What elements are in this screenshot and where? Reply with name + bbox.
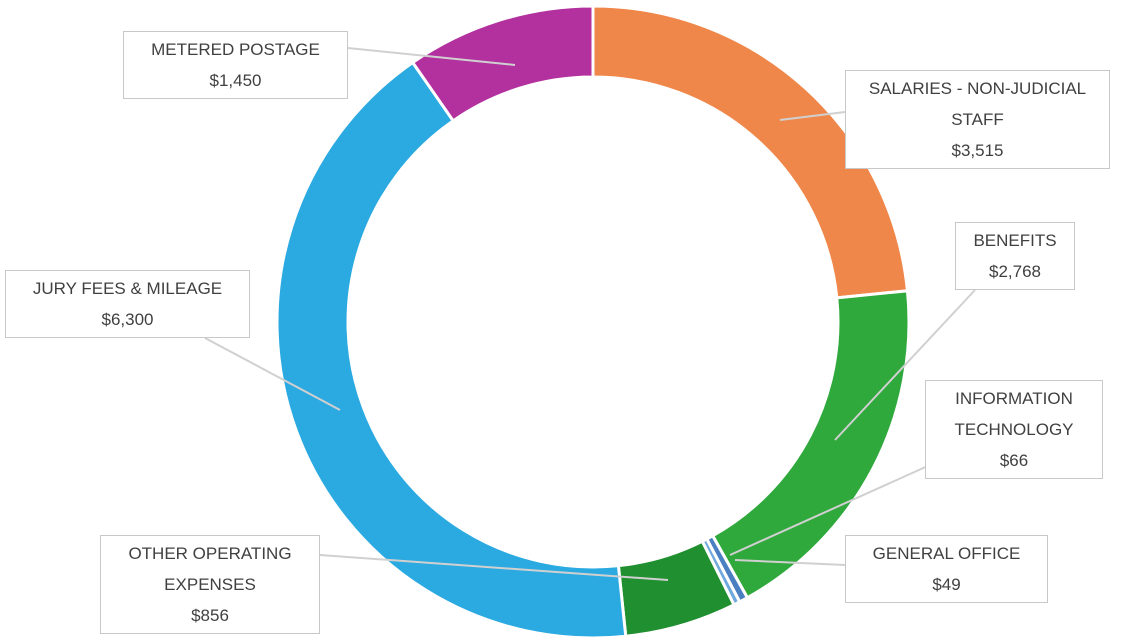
leader-line bbox=[319, 554, 669, 581]
value-label: $856 bbox=[191, 606, 229, 625]
category-label: BENEFITS bbox=[973, 231, 1057, 250]
category-label: OTHER OPERATING EXPENSES bbox=[128, 544, 292, 594]
leader-line bbox=[779, 111, 846, 121]
leader-line bbox=[347, 47, 516, 66]
data-label: BENEFITS $2,768 bbox=[955, 222, 1075, 290]
value-label: $6,300 bbox=[101, 310, 154, 329]
data-label: OTHER OPERATING EXPENSES $856 bbox=[100, 535, 320, 634]
donut-slice bbox=[275, 60, 628, 640]
category-label: GENERAL OFFICE bbox=[872, 544, 1021, 563]
category-label: SALARIES - NON-JUDICIAL STAFF bbox=[868, 79, 1087, 129]
value-label: $3,515 bbox=[951, 141, 1004, 160]
value-label: $49 bbox=[932, 575, 961, 594]
leader-line bbox=[834, 289, 976, 441]
category-label: METERED POSTAGE bbox=[151, 40, 320, 59]
value-label: $1,450 bbox=[209, 71, 262, 90]
data-label: GENERAL OFFICE $49 bbox=[845, 535, 1048, 603]
data-label: JURY FEES & MILEAGE $6,300 bbox=[5, 270, 250, 338]
data-label: METERED POSTAGE $1,450 bbox=[123, 31, 348, 99]
data-label: INFORMATION TECHNOLOGY $66 bbox=[925, 380, 1103, 479]
category-label: INFORMATION TECHNOLOGY bbox=[954, 389, 1074, 439]
leader-line bbox=[204, 337, 341, 411]
leader-line bbox=[729, 464, 931, 556]
value-label: $66 bbox=[999, 451, 1029, 470]
value-label: $2,768 bbox=[989, 262, 1041, 281]
category-label: JURY FEES & MILEAGE bbox=[32, 279, 223, 298]
data-label: SALARIES - NON-JUDICIAL STAFF $3,515 bbox=[845, 70, 1110, 169]
leader-line bbox=[734, 559, 846, 566]
